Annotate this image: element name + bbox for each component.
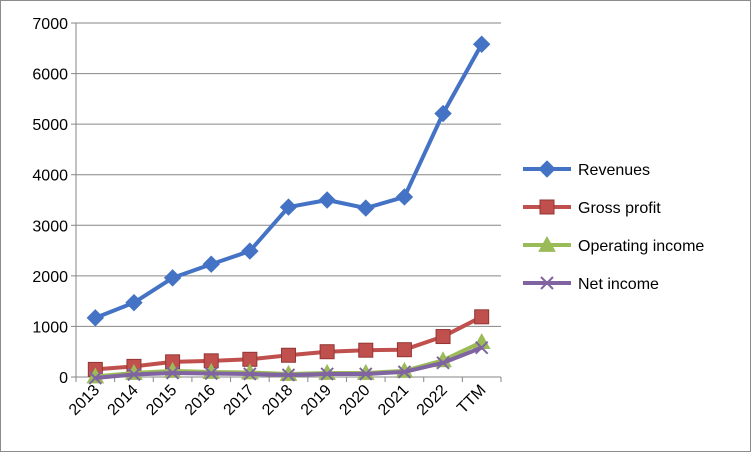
- xtick-label-2013: 2013: [66, 382, 103, 419]
- legend-marker-net-income: [540, 276, 554, 290]
- xtick-label-2022: 2022: [414, 382, 451, 419]
- point-gross-profit-2020: [358, 342, 374, 358]
- legend-item-net-income: Net income: [523, 276, 659, 293]
- legend-item-gross-profit: Gross profit: [523, 199, 661, 217]
- point-net-income-2016: [204, 366, 218, 381]
- series-net-income: [88, 340, 489, 385]
- point-net-income-2022: [436, 356, 450, 370]
- xtick-label-2018: 2018: [259, 382, 296, 419]
- point-revenues-2022: [434, 104, 452, 123]
- point-revenues-2019: [318, 191, 336, 209]
- xtick-label-2016: 2016: [182, 382, 219, 419]
- series-revenues: [86, 35, 491, 327]
- legend-marker-operating-income: [538, 235, 556, 252]
- series: [86, 35, 491, 385]
- point-net-income-2015: [165, 366, 180, 380]
- legend-item-operating-income: Operating income: [523, 235, 704, 255]
- point-net-income-2017: [243, 367, 257, 381]
- point-net-income-2018: [281, 368, 296, 382]
- xtick-label-TTM: TTM: [454, 382, 489, 417]
- point-gross-profit-2019: [319, 344, 335, 360]
- ytick-label-7000: 7000: [32, 16, 68, 33]
- point-gross-profit-TTM: [474, 309, 490, 325]
- ytick-label-1000: 1000: [32, 319, 68, 336]
- point-revenues-2014: [125, 293, 143, 312]
- point-gross-profit-2018: [281, 347, 296, 363]
- point-net-income-2013: [88, 371, 103, 385]
- legend-marker-revenues: [538, 160, 556, 178]
- point-revenues-2020: [357, 199, 375, 217]
- point-net-income-2020: [359, 367, 373, 381]
- xtick-label-2015: 2015: [143, 382, 180, 419]
- ytick-label-0: 0: [59, 370, 68, 387]
- legend-item-revenues: Revenues: [523, 160, 650, 179]
- point-net-income-TTM: [474, 340, 489, 355]
- gridlines: [76, 22, 501, 327]
- xtick-label-2017: 2017: [221, 382, 258, 419]
- ytick-label-6000: 6000: [32, 67, 68, 84]
- ytick-label-4000: 4000: [32, 168, 68, 185]
- point-revenues-TTM: [472, 35, 491, 53]
- ytick-label-2000: 2000: [32, 269, 68, 286]
- point-gross-profit-2021: [396, 342, 412, 358]
- point-revenues-2015: [163, 269, 182, 287]
- ytick-label-3000: 3000: [32, 218, 68, 235]
- point-revenues-2016: [202, 255, 220, 273]
- series-line-revenues: [94, 43, 484, 320]
- legend-marker-gross-profit: [539, 199, 555, 215]
- legend-label-gross-profit: Gross profit: [578, 200, 661, 217]
- point-net-income-2019: [320, 367, 334, 381]
- legend-label-revenues: Revenues: [578, 162, 650, 179]
- point-net-income-2021: [397, 365, 412, 379]
- point-revenues-2021: [395, 188, 414, 206]
- legend-label-operating-income: Operating income: [578, 238, 704, 255]
- point-revenues-2013: [86, 309, 105, 327]
- xtick-label-2021: 2021: [375, 382, 412, 419]
- legend-label-net-income: Net income: [578, 276, 659, 293]
- point-revenues-2018: [279, 198, 298, 216]
- x-axis-ticks: 2013 2014 2015 2016 2017 2018 2019 2020 2021 2022…: [66, 382, 490, 419]
- ytick-label-5000: 5000: [32, 117, 68, 134]
- xtick-label-2019: 2019: [298, 382, 335, 419]
- point-gross-profit-2022: [435, 329, 451, 345]
- xtick-label-2020: 2020: [336, 382, 373, 419]
- point-net-income-2014: [127, 367, 141, 382]
- y-axis-ticks: 0 1000 2000 3000 4000 5000 6000 7000: [32, 16, 68, 387]
- series-gross-profit: [87, 309, 490, 377]
- legend: Revenues Gross profit Operating income Net …: [523, 160, 704, 293]
- xtick-label-2014: 2014: [105, 382, 142, 419]
- point-revenues-2017: [241, 242, 259, 260]
